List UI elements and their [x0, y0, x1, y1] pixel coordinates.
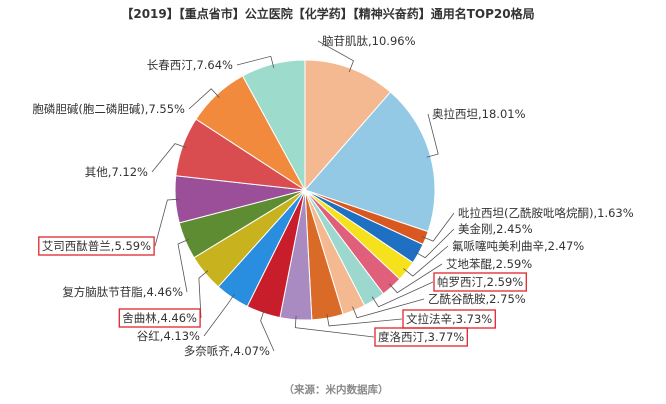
slice-label: 帕罗西汀,2.59% [437, 275, 523, 289]
slice-label: 其他,7.12% [85, 165, 148, 179]
leader-line [371, 281, 434, 308]
slice-label: 艾司西酞普兰,5.59% [42, 239, 151, 253]
leader-line [236, 55, 275, 69]
slice-label: 多奈哌齐,4.07% [184, 344, 270, 358]
slice-label: 度洛西汀,3.77% [378, 330, 464, 344]
leader-lines [151, 40, 455, 352]
leader-line [188, 88, 220, 110]
pie-slices [174, 59, 436, 321]
source-note: （来源：米内数据库） [284, 383, 389, 396]
leader-line [421, 212, 455, 242]
slice-label: 奥拉西坦,18.01% [432, 107, 526, 121]
slice-label: 脑苷肌肽,10.96% [322, 34, 416, 48]
leader-line [203, 294, 235, 337]
slice-label: 谷红,4.13% [137, 329, 200, 343]
leader-line [151, 143, 187, 173]
slice-label: 文拉法辛,3.73% [406, 312, 492, 326]
slice-label: 复方脑肽节苷脂,4.46% [62, 285, 183, 299]
slice-label: 舍曲林,4.46% [122, 311, 197, 325]
highlight-box [433, 272, 527, 292]
slice-label: 氟哌噻吨美利曲辛,2.47% [452, 239, 584, 253]
leader-line [317, 40, 354, 73]
leader-line [326, 314, 403, 327]
chart-title: 【2019】【重点省市】公立医院【化学药】【精神兴奋药】通用名TOP20格局 [121, 6, 534, 21]
leader-line [403, 245, 449, 277]
leader-line [260, 309, 275, 352]
highlight-box [374, 327, 468, 347]
leader-line [198, 270, 209, 319]
leader-line [177, 238, 190, 293]
leader-line [154, 198, 180, 247]
leader-line [294, 315, 375, 338]
leader-line [352, 298, 425, 319]
leader-line [388, 263, 443, 294]
leader-line [414, 228, 455, 259]
slice-label: 胞磷胆碱(胞二磷胆碱),7.55% [32, 102, 185, 116]
slice-label: 吡拉西坦(乙酰胺吡咯烷酮),1.63% [458, 206, 634, 220]
slice-label: 乙酰谷酰胺,2.75% [428, 292, 526, 306]
slice-label: 美金刚,2.45% [458, 222, 533, 236]
highlight-box [118, 308, 201, 328]
highlight-box [38, 236, 155, 256]
slice-labels: 脑苷肌肽,10.96% 奥拉西坦,18.01% 吡拉西坦(乙酰胺吡咯烷酮),1.63… [32, 34, 633, 358]
leader-line [426, 113, 439, 158]
slice-label: 长春西汀,7.64% [147, 58, 233, 72]
slice-label: 艾地苯醌,2.59% [446, 257, 532, 271]
